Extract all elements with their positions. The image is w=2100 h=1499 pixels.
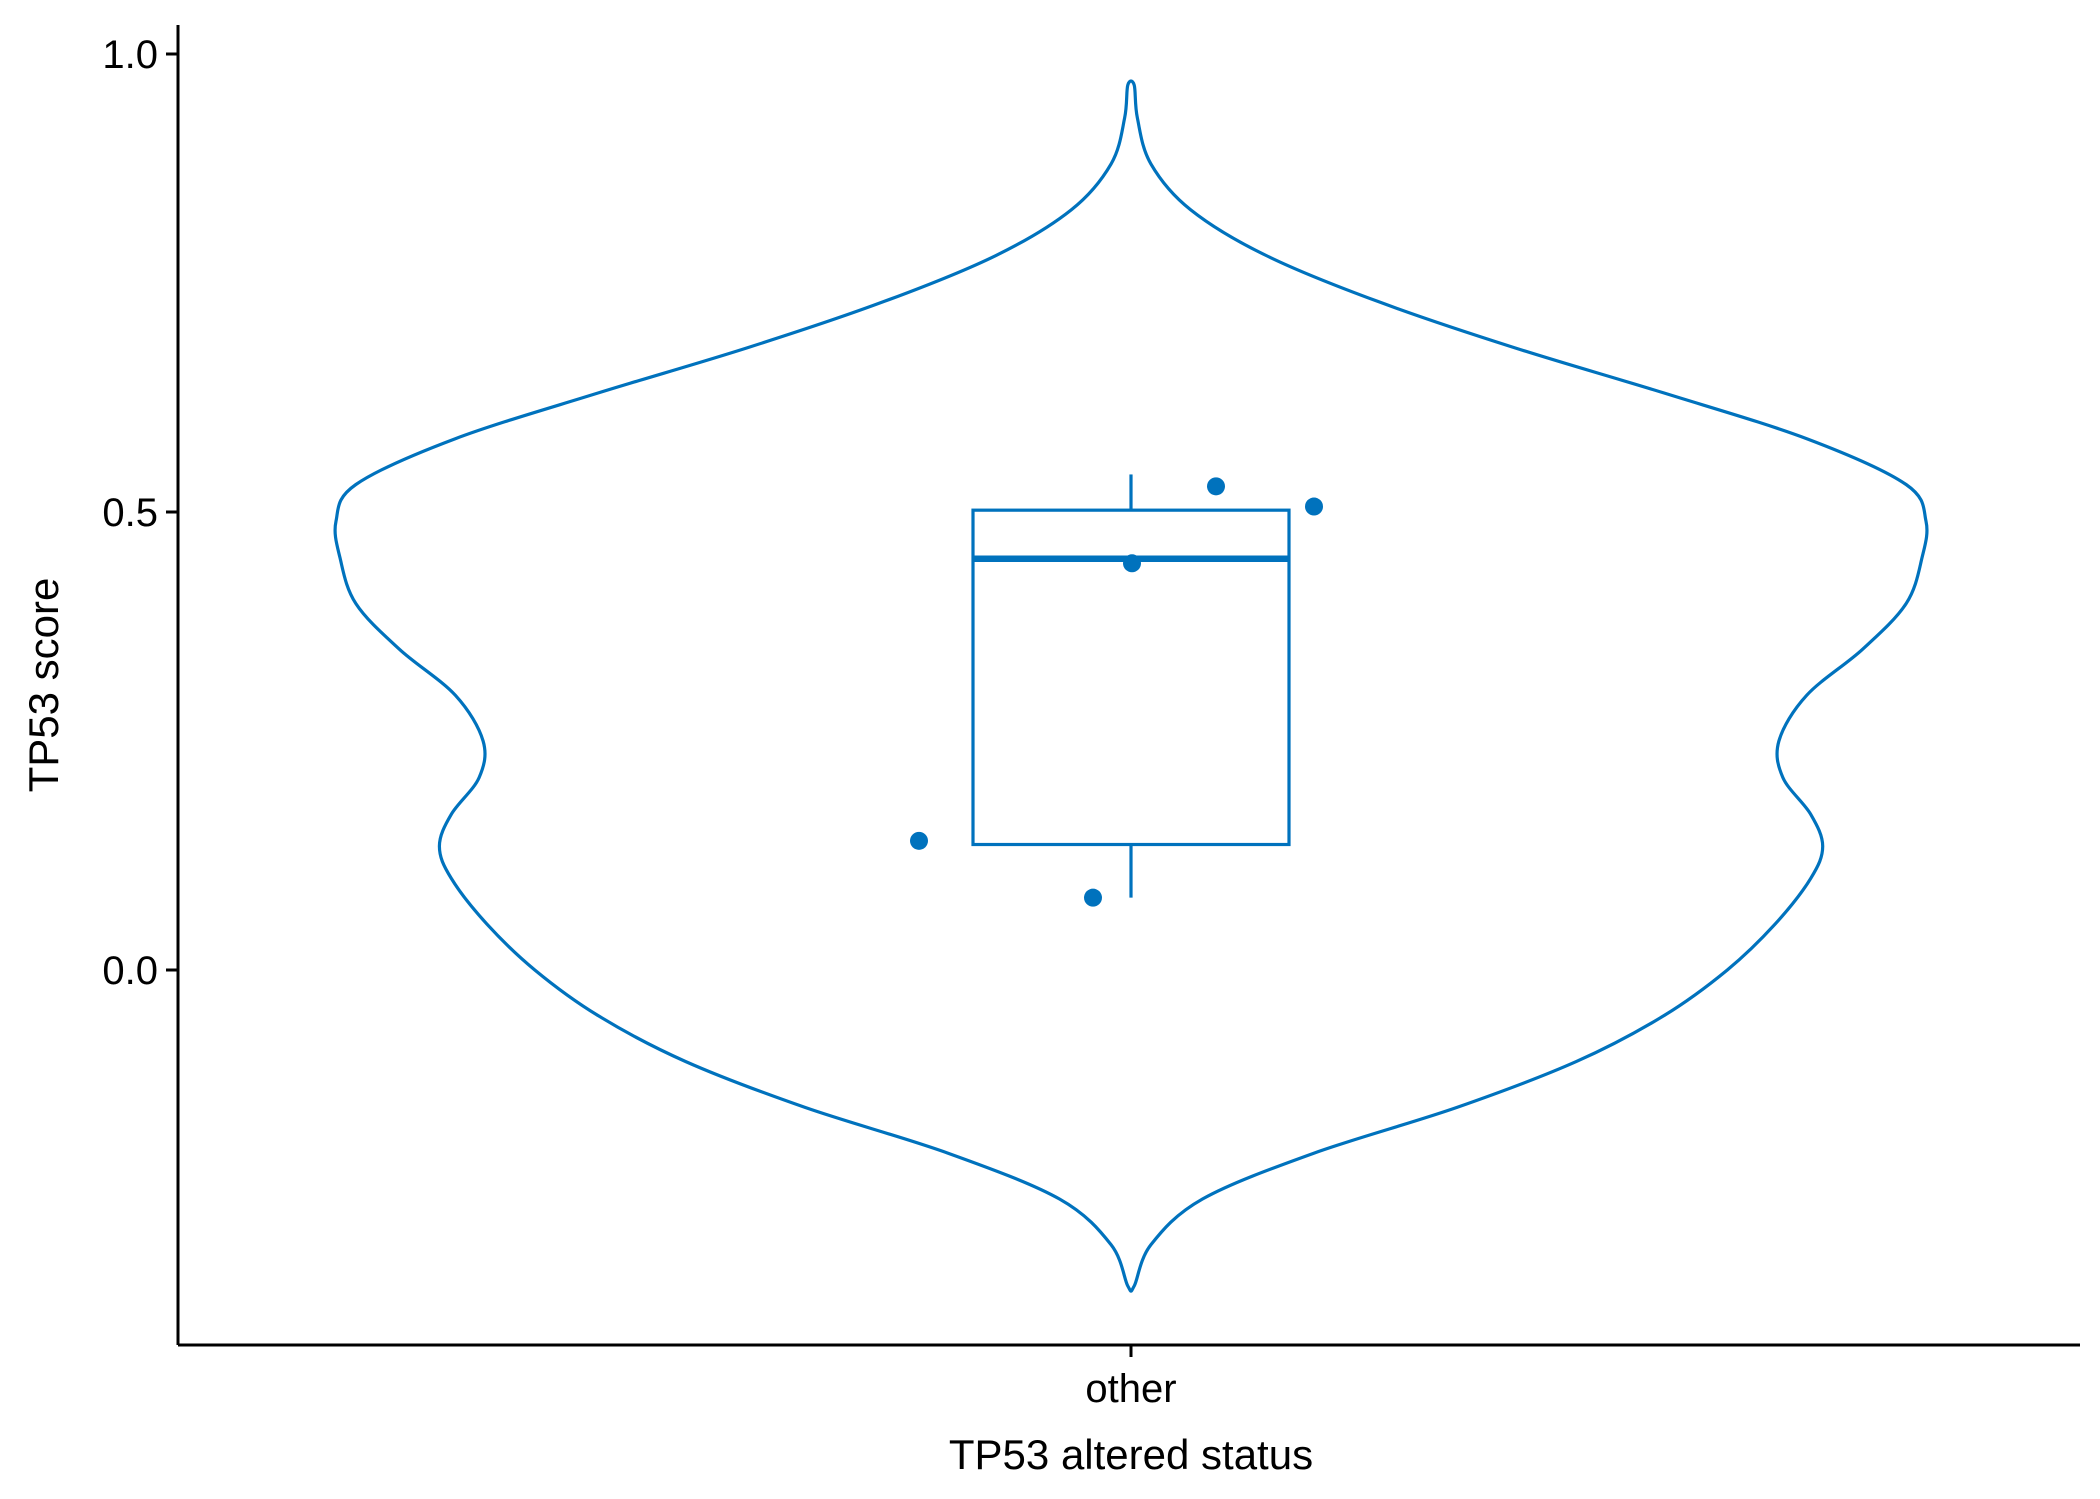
y-tick-label: 0.5 xyxy=(102,491,158,535)
data-point xyxy=(1084,888,1102,907)
y-tick-label: 1.0 xyxy=(102,33,158,77)
violin-outline-other xyxy=(333,79,1929,1293)
data-point xyxy=(1305,497,1323,516)
y-tick-label: 0.0 xyxy=(102,949,158,993)
x-axis-title: TP53 altered status xyxy=(949,1431,1313,1478)
data-point xyxy=(1123,554,1141,573)
data-points xyxy=(910,477,1323,907)
y-ticks: 0.0 0.5 1.0 xyxy=(102,33,178,993)
data-point xyxy=(910,831,928,850)
data-point xyxy=(1207,477,1225,496)
axes xyxy=(176,25,2080,1347)
violin-layer xyxy=(333,79,1929,1293)
x-ticks: other xyxy=(1085,1345,1177,1411)
y-axis-title: TP53 score xyxy=(20,578,67,793)
box-plot xyxy=(971,474,1291,898)
x-tick-label: other xyxy=(1085,1367,1176,1411)
box-iqr xyxy=(971,508,1291,847)
